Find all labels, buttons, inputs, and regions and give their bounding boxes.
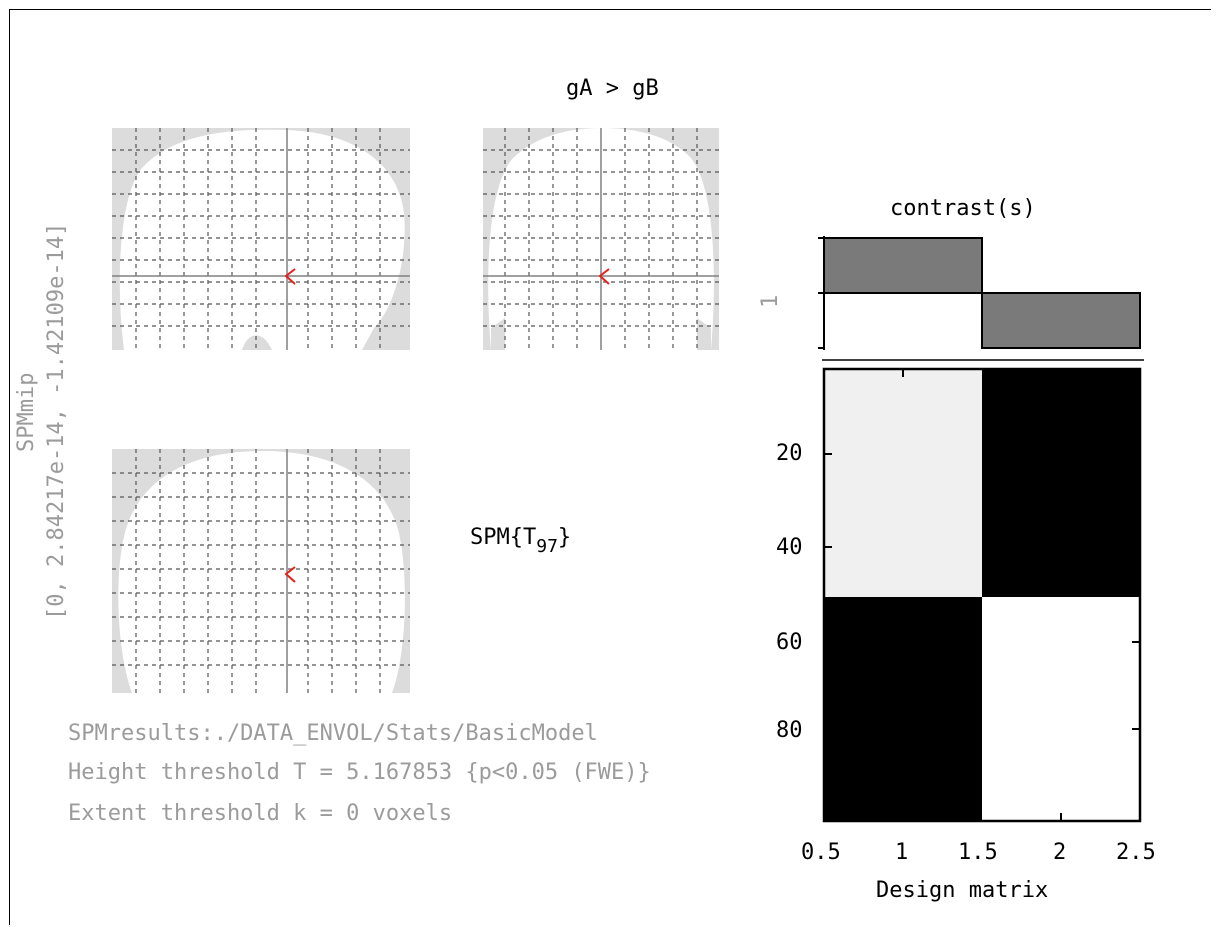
contrast-plot xyxy=(818,236,1144,361)
extent-threshold: Extent threshold k = 0 voxels xyxy=(68,801,453,826)
mip-side-label: SPMmip xyxy=(14,372,39,452)
mip-range-label: [0, 2.84217e-14, -1.42109e-14] xyxy=(44,222,69,620)
dm-xtick-0.5: 0.5 xyxy=(801,840,841,865)
contrast-title: contrast(s) xyxy=(890,196,1036,221)
dm-xtick-1.5: 1.5 xyxy=(958,840,998,865)
dm-xtick-2.5: 2.5 xyxy=(1116,840,1156,865)
mip-sagittal xyxy=(112,128,410,350)
dm-ytick-60: 60 xyxy=(776,630,803,655)
design-cell-c2-top xyxy=(982,369,1140,597)
design-cell-c2-bottom xyxy=(982,597,1140,821)
contrast-name: gA > gB xyxy=(566,76,659,101)
contrast-bar-2 xyxy=(981,292,1141,349)
figure-frame xyxy=(9,9,1211,925)
dm-ytick-80: 80 xyxy=(776,718,803,743)
dm-xtick-2: 2 xyxy=(1053,840,1067,865)
design-matrix-label: Design matrix xyxy=(876,878,1049,903)
contrast-bar-1 xyxy=(823,237,983,294)
mip-axial xyxy=(112,449,410,693)
contrast-ytick: 1 xyxy=(758,294,783,308)
design-cell-c1-bottom xyxy=(824,597,982,821)
mip-coronal xyxy=(483,128,719,350)
dm-xtick-1: 1 xyxy=(895,840,909,865)
design-cell-c1-top xyxy=(824,369,982,597)
height-threshold: Height threshold T = 5.167853 {p<0.05 (F… xyxy=(68,760,651,785)
results-path: SPMresults:./DATA_ENVOL/Stats/BasicModel xyxy=(68,721,598,746)
design-matrix xyxy=(822,367,1142,823)
dm-ytick-40: 40 xyxy=(776,535,803,560)
stat-label: SPM{T97} xyxy=(470,525,572,557)
dm-ytick-20: 20 xyxy=(776,441,803,466)
